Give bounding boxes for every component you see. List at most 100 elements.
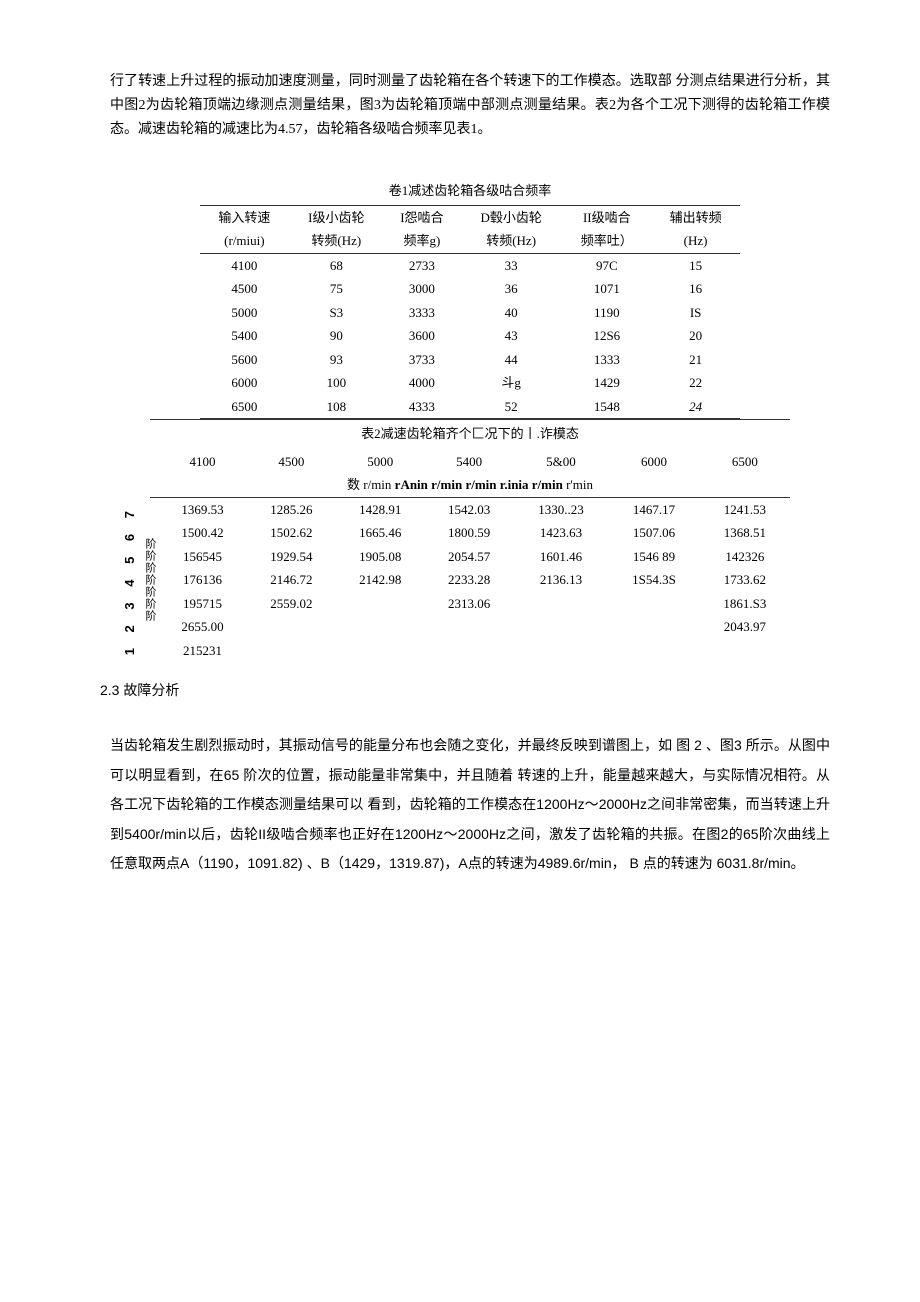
table2-cell: 176136: [158, 568, 247, 592]
table2-cell: 2313.06: [425, 592, 514, 616]
table1-header: I怨啮合: [384, 205, 460, 229]
table1-cell: IS: [651, 301, 740, 325]
table2-header: 5&00: [514, 450, 609, 474]
table1-cell: 5400: [200, 324, 289, 348]
table2-cell: 1905.08: [336, 545, 425, 569]
table2-cell: [700, 639, 790, 663]
table2-cell: [608, 615, 700, 639]
table1-cell: 6500: [200, 395, 289, 419]
table1-cell: 1071: [562, 277, 651, 301]
table1-cell: 1548: [562, 395, 651, 419]
table1-cell: 36: [460, 277, 563, 301]
table2-cell: 1800.59: [425, 521, 514, 545]
table2-cell: 1929.54: [247, 545, 336, 569]
table1-cell: 1429: [562, 371, 651, 395]
table2-cell: 1285.26: [247, 497, 336, 521]
table2-cell: 195715: [158, 592, 247, 616]
table1-cell: 97C: [562, 253, 651, 277]
intro-paragraph: 行了转速上升过程的振动加速度测量，同时测量了齿轮箱在各个转速下的工作模态。选取部…: [110, 70, 830, 141]
table2-cell: 1368.51: [700, 521, 790, 545]
table1: 输入转速I级小齿轮I怨啮合D毂小齿轮II级啮合辅出转频 (r/miui)转频(H…: [200, 205, 740, 420]
table1-header-sub: 转频(Hz): [289, 229, 384, 253]
table2-cell: 2136.13: [514, 568, 609, 592]
table2-cell: 1423.63: [514, 521, 609, 545]
table2-cell: [514, 639, 609, 663]
table2-cell: 156545: [158, 545, 247, 569]
table2-header: 5000: [336, 450, 425, 474]
table2-cell: 1502.62: [247, 521, 336, 545]
table1-cell: 21: [651, 348, 740, 372]
table2-cell: 2559.02: [247, 592, 336, 616]
table2-row-labels: 1 2 3 4 5 6 7阶阶阶阶阶阶阶: [150, 497, 158, 662]
table1-cell: 108: [289, 395, 384, 419]
table1-cell: 5600: [200, 348, 289, 372]
table1-cell: 1190: [562, 301, 651, 325]
table2-title: 表2减速齿轮箱齐个匚况下的丨.诈模态: [150, 419, 790, 450]
table1-cell: 20: [651, 324, 740, 348]
table2-unit-row: 数 r/min rAnin r/min r/min r.inia r/min r…: [150, 473, 790, 497]
table1-cell: 3000: [384, 277, 460, 301]
table2-cell: [425, 639, 514, 663]
table1-cell: 4100: [200, 253, 289, 277]
table2-cell: [336, 639, 425, 663]
table2-cell: [336, 592, 425, 616]
table1-cell: 43: [460, 324, 563, 348]
table2-cell: [608, 592, 700, 616]
table1-cell: 40: [460, 301, 563, 325]
analysis-paragraph: 当齿轮箱发生剧烈振动时，其振动信号的能量分布也会随之变化，并最终反映到谱图上，如…: [110, 731, 830, 878]
table1-cell: 5000: [200, 301, 289, 325]
table2-cell: 1733.62: [700, 568, 790, 592]
table2-cell: 1330..23: [514, 497, 609, 521]
table1-cell: 15: [651, 253, 740, 277]
table1-cell: 68: [289, 253, 384, 277]
table1-cell: 6000: [200, 371, 289, 395]
table1-header: 辅出转频: [651, 205, 740, 229]
table1-header-sub: (r/miui): [200, 229, 289, 253]
table2-cell: 1369.53: [158, 497, 247, 521]
table2-cell: 1S54.3S: [608, 568, 700, 592]
table2-cell: 2233.28: [425, 568, 514, 592]
table1-container: 卷1减述齿轮箱各级咕合频率 输入转速I级小齿轮I怨啮合D毂小齿轮II级啮合辅出转…: [200, 181, 740, 419]
table1-cell: 75: [289, 277, 384, 301]
table2-cell: 2054.57: [425, 545, 514, 569]
table2-cell: 1665.46: [336, 521, 425, 545]
table2-cell: 1861.S3: [700, 592, 790, 616]
table1-cell: 24: [651, 395, 740, 419]
table1-cell: 100: [289, 371, 384, 395]
table1-cell: 90: [289, 324, 384, 348]
table1-cell: 1333: [562, 348, 651, 372]
table2-header: 6500: [700, 450, 790, 474]
table2-cell: 1428.91: [336, 497, 425, 521]
table2-cell: 2146.72: [247, 568, 336, 592]
table1-cell: 斗g: [460, 371, 563, 395]
table2-header: 4500: [247, 450, 336, 474]
table1-header: II级啮合: [562, 205, 651, 229]
table1-header-sub: 转频(Hz): [460, 229, 563, 253]
table1-header-sub: (Hz): [651, 229, 740, 253]
table1-cell: 3733: [384, 348, 460, 372]
table2-cell: [514, 592, 609, 616]
table2-container: 表2减速齿轮箱齐个匚况下的丨.诈模态 41004500500054005&006…: [150, 419, 790, 662]
table1-cell: 3333: [384, 301, 460, 325]
table1-cell: 2733: [384, 253, 460, 277]
table1-cell: 4333: [384, 395, 460, 419]
table2: 41004500500054005&0060006500 数 r/min rAn…: [150, 450, 790, 663]
table1-cell: S3: [289, 301, 384, 325]
table2-cell: 142326: [700, 545, 790, 569]
table2-cell: [247, 615, 336, 639]
table1-cell: 93: [289, 348, 384, 372]
table1-cell: 22: [651, 371, 740, 395]
table1-cell: 12S6: [562, 324, 651, 348]
table2-cell: 2655.00: [158, 615, 247, 639]
table1-header: 输入转速: [200, 205, 289, 229]
table1-header-sub: 频率g): [384, 229, 460, 253]
table2-cell: 1542.03: [425, 497, 514, 521]
table2-cell: 2043.97: [700, 615, 790, 639]
table2-header: 4100: [158, 450, 247, 474]
section-heading: 2.3 故障分析: [100, 680, 830, 701]
table2-cell: 215231: [158, 639, 247, 663]
table2-cell: 2142.98: [336, 568, 425, 592]
table2-cell: 1241.53: [700, 497, 790, 521]
table2-cell: [336, 615, 425, 639]
table1-cell: 52: [460, 395, 563, 419]
